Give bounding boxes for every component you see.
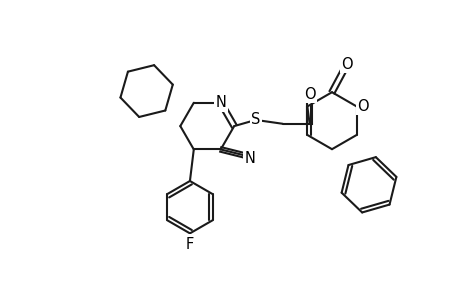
Text: O: O xyxy=(356,99,368,114)
Text: F: F xyxy=(185,237,194,252)
Text: F: F xyxy=(185,235,194,250)
Text: N: N xyxy=(215,95,226,110)
Text: N: N xyxy=(244,151,255,166)
Text: O: O xyxy=(341,57,353,72)
Text: O: O xyxy=(303,87,315,102)
Text: S: S xyxy=(251,112,260,128)
